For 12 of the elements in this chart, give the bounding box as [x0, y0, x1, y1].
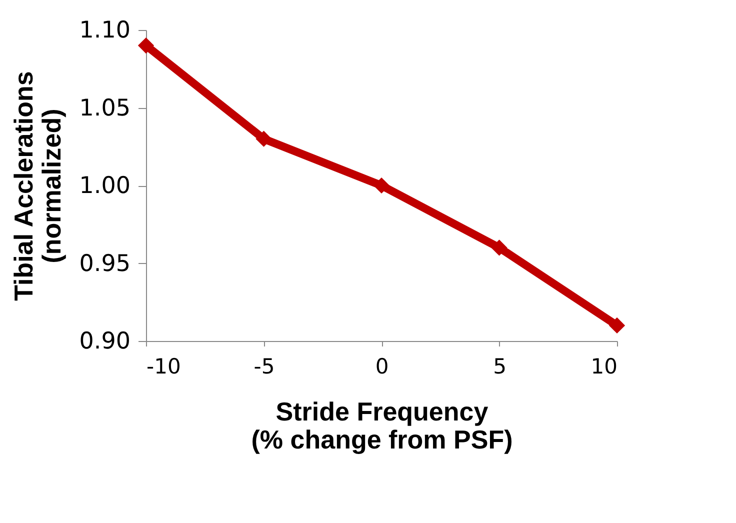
x-axis-title: Stride Frequency (% change from PSF)	[251, 396, 513, 454]
y-tick-label: 1.00	[79, 173, 130, 199]
y-tick-label: 1.05	[79, 95, 130, 122]
y-tick-label: 1.10	[79, 18, 130, 44]
x-tick-label: 5	[493, 354, 506, 378]
x-tick-label: -10	[146, 354, 181, 378]
y-tick-label: 0.90	[79, 328, 130, 354]
x-tick-label: -5	[254, 354, 275, 378]
x-tick-label: 0	[375, 354, 389, 378]
y-axis-title: Tibial Acclerations (normalized)	[8, 71, 66, 301]
x-tick-label: 10	[590, 354, 618, 378]
y-tick-label: 0.95	[79, 250, 130, 277]
